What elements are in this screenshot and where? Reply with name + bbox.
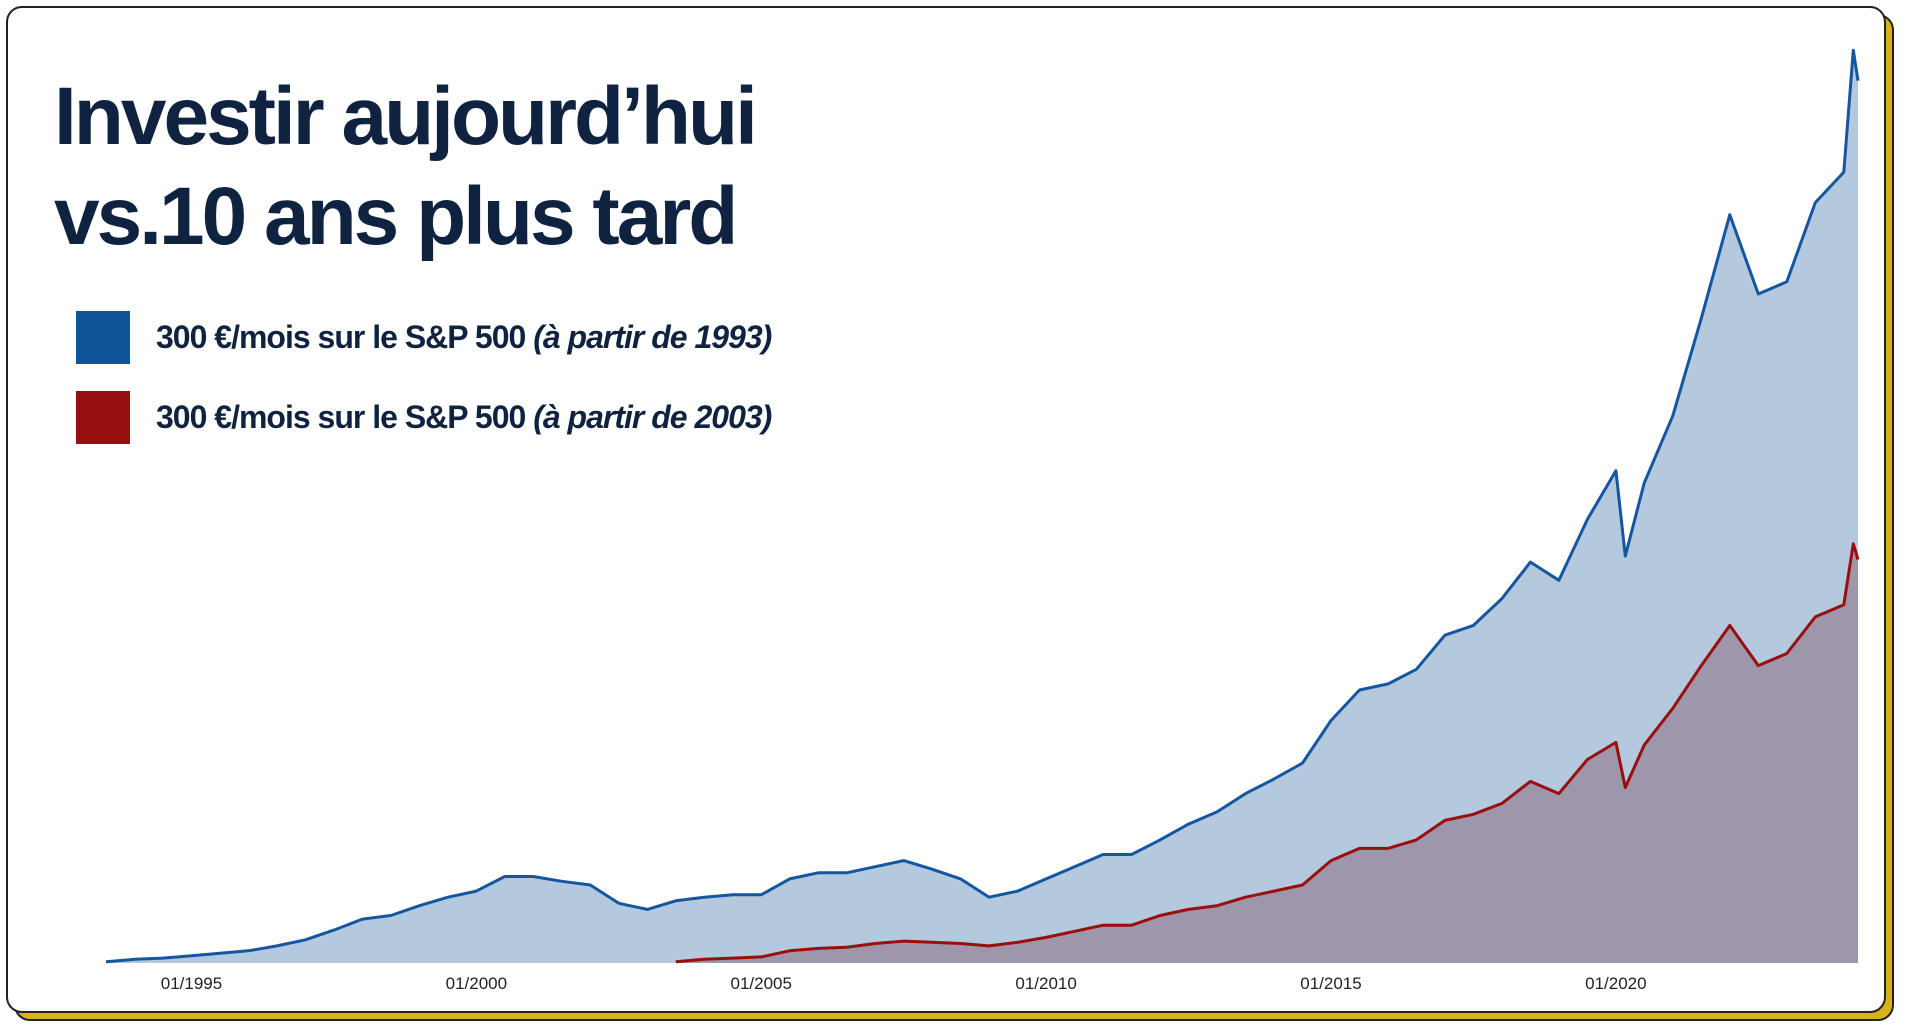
series-area <box>675 543 1858 963</box>
legend-label: 300 €/mois sur le S&P 500 (à partir de 1… <box>156 319 772 355</box>
series-line <box>675 542 1860 964</box>
legend-swatch <box>76 311 130 364</box>
x-tick-label: 01/2000 <box>446 974 507 993</box>
x-tick-label: 01/2010 <box>1015 974 1076 993</box>
series-area <box>106 50 1858 963</box>
x-tick-label: 01/2015 <box>1300 974 1361 993</box>
chart-title: Investir aujourd’hui vs.10 ans plus tard <box>54 71 755 262</box>
x-tick-label: 01/1995 <box>161 974 222 993</box>
series-line <box>105 48 1860 964</box>
x-tick-label: 01/2005 <box>730 974 791 993</box>
x-tick-label: 01/2020 <box>1585 974 1646 993</box>
legend-label: 300 €/mois sur le S&P 500 (à partir de 2… <box>156 399 772 435</box>
legend-swatch <box>76 391 130 444</box>
